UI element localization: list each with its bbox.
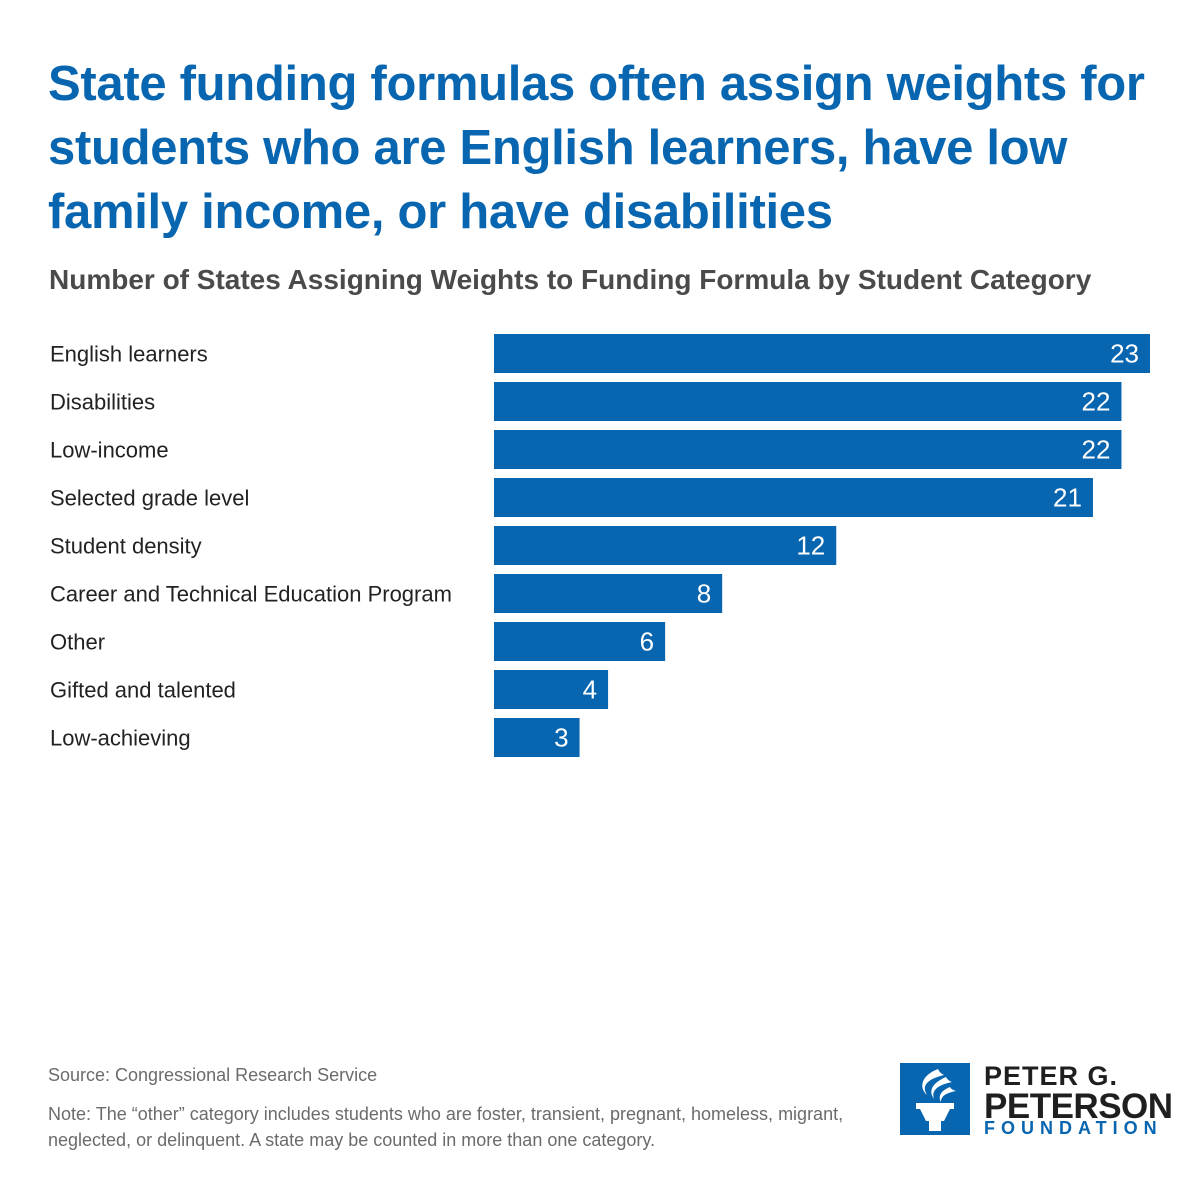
category-label: Low-achieving	[50, 726, 191, 751]
logo-text-line-1: PETER G.	[984, 1061, 1119, 1091]
source-note: Source: Congressional Research Service	[48, 1065, 378, 1085]
logo-text-line-3: FOUNDATION	[984, 1118, 1163, 1138]
data-label: 4	[583, 675, 597, 705]
category-label: English learners	[50, 342, 208, 367]
logo-text-line-2: PETERSON	[984, 1087, 1173, 1126]
data-label: 6	[640, 627, 654, 657]
category-label: Career and Technical Education Program	[50, 582, 452, 607]
data-label: 23	[1110, 339, 1139, 369]
category-label: Gifted and talented	[50, 678, 236, 703]
bar	[494, 718, 580, 757]
peterson-foundation-logo: PETER G. PETERSON FOUNDATION	[900, 1061, 1173, 1139]
category-label: Low-income	[50, 438, 169, 463]
chart-subtitle: Number of States Assigning Weights to Fu…	[49, 264, 1092, 295]
bar	[494, 478, 1093, 517]
category-label: Selected grade level	[50, 486, 249, 511]
data-label: 12	[796, 531, 825, 561]
bar-chart: English learners 23 Disabilities 22 Low-inco…	[50, 334, 1150, 757]
bar	[494, 382, 1122, 421]
data-label: 3	[554, 723, 568, 753]
bar	[494, 430, 1122, 469]
bar	[494, 526, 837, 565]
chart-title: State funding formulas often assign weig…	[48, 57, 1145, 239]
category-label: Disabilities	[50, 390, 155, 415]
data-label: 22	[1082, 435, 1111, 465]
category-label: Student density	[50, 534, 202, 559]
bar	[494, 622, 666, 661]
footnote: Note: The “other” category includes stud…	[48, 1104, 844, 1150]
data-label: 21	[1053, 483, 1082, 513]
torch-icon	[900, 1063, 970, 1135]
bar	[494, 574, 723, 613]
bar	[494, 334, 1150, 373]
bar	[494, 670, 609, 709]
data-label: 22	[1082, 387, 1111, 417]
data-label: 8	[697, 579, 711, 609]
category-label: Other	[50, 630, 105, 655]
